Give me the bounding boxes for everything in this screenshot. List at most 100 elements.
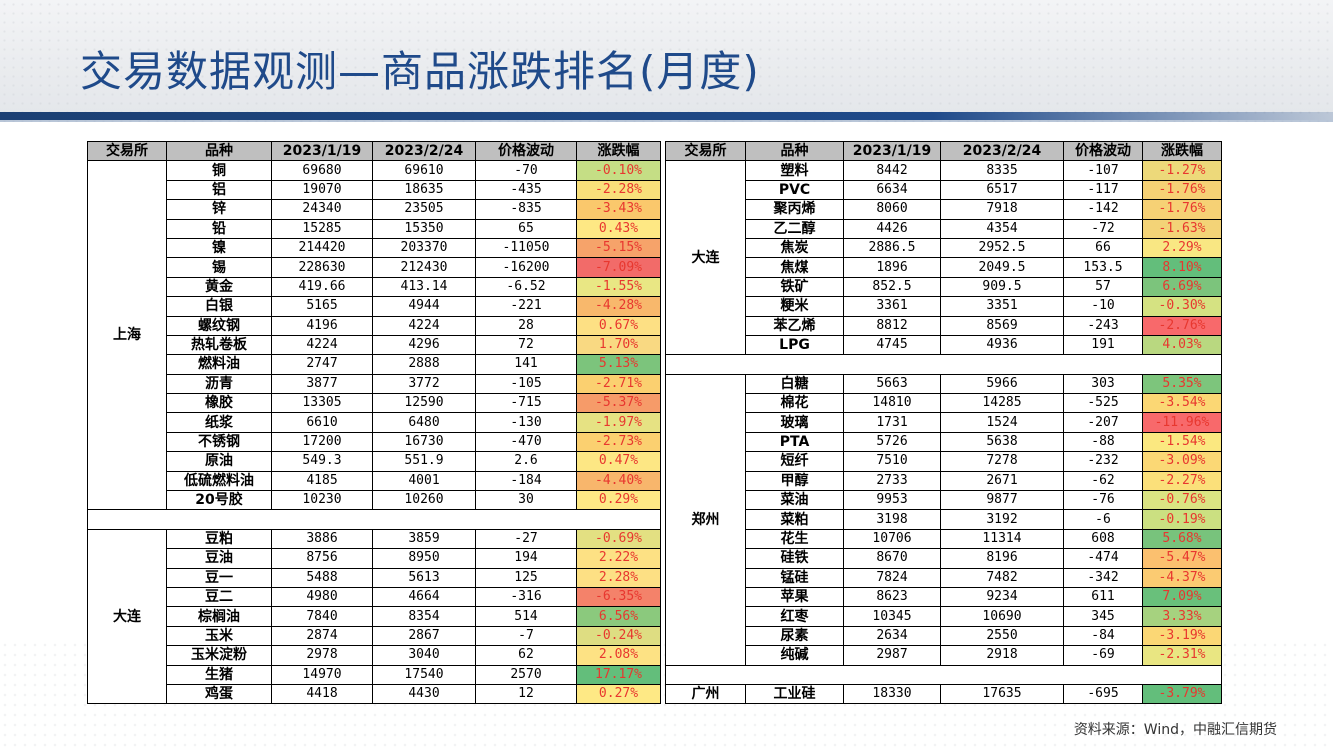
table-row: 乙二醇 4426 4354 -72 -1.63% bbox=[666, 218, 1222, 239]
price-change-cell: 72 bbox=[475, 334, 577, 356]
change-pct-cell: 1.70% bbox=[576, 334, 661, 356]
header-price-change: 价格波动 bbox=[1063, 140, 1143, 162]
price-date1-cell: 2747 bbox=[271, 354, 373, 375]
change-pct-cell: -2.73% bbox=[576, 431, 661, 453]
table-row: 铝 19070 18635 -435 -2.28% bbox=[88, 179, 661, 201]
variety-cell: 铜 bbox=[166, 160, 272, 181]
left-table-body: 上海铜 69680 69610 -70 -0.10% 铝 19070 18635 -435 -2.… bbox=[87, 160, 661, 705]
price-date2-cell: 8196 bbox=[940, 548, 1064, 569]
variety-cell: 玉米淀粉 bbox=[166, 645, 272, 666]
change-pct-cell: 6.69% bbox=[1142, 276, 1222, 298]
price-change-cell: -184 bbox=[475, 470, 577, 492]
change-pct-cell: 2.29% bbox=[1142, 237, 1222, 259]
price-date2-cell: 413.14 bbox=[372, 276, 476, 298]
price-date2-cell: 10690 bbox=[940, 606, 1064, 627]
variety-cell: 生猪 bbox=[166, 664, 272, 685]
header-change-pct: 涨跌幅 bbox=[1142, 140, 1222, 162]
price-date2-cell: 2888 bbox=[372, 354, 476, 375]
header-exchange: 交易所 bbox=[87, 140, 167, 162]
table-row: 纯碱 2987 2918 -69 -2.31% bbox=[666, 645, 1222, 666]
price-date1-cell: 15285 bbox=[271, 218, 373, 239]
change-pct-cell: -1.76% bbox=[1142, 199, 1222, 220]
price-date1-cell: 4745 bbox=[843, 334, 941, 356]
price-date1-cell: 8670 bbox=[843, 548, 941, 569]
price-change-cell: 2570 bbox=[475, 664, 577, 685]
variety-cell: 尿素 bbox=[745, 625, 844, 647]
price-date2-cell: 4354 bbox=[940, 218, 1064, 239]
exchange-cell: 郑州 bbox=[665, 373, 746, 666]
variety-cell: 苹果 bbox=[745, 586, 844, 608]
price-date2-cell: 69610 bbox=[372, 160, 476, 181]
price-date1-cell: 2978 bbox=[271, 645, 373, 666]
price-date1-cell: 4426 bbox=[843, 218, 941, 239]
price-change-cell: 611 bbox=[1063, 586, 1143, 608]
price-date2-cell: 3040 bbox=[372, 645, 476, 666]
price-date2-cell: 203370 bbox=[372, 237, 476, 259]
change-pct-cell: -0.19% bbox=[1142, 509, 1222, 530]
table-row: 菜粕 3198 3192 -6 -0.19% bbox=[666, 509, 1222, 530]
variety-cell: 白银 bbox=[166, 296, 272, 317]
variety-cell: PVC bbox=[745, 179, 844, 201]
change-pct-cell: 2.28% bbox=[576, 567, 661, 588]
variety-cell: 短纤 bbox=[745, 451, 844, 472]
variety-cell: 螺纹钢 bbox=[166, 315, 272, 336]
change-pct-cell: 6.56% bbox=[576, 606, 661, 627]
price-date1-cell: 6610 bbox=[271, 412, 373, 433]
price-date2-cell: 17635 bbox=[940, 683, 1064, 705]
table-row: 棕榈油 7840 8354 514 6.56% bbox=[88, 606, 661, 627]
change-pct-cell: -3.79% bbox=[1142, 683, 1222, 705]
change-pct-cell: -0.76% bbox=[1142, 490, 1222, 511]
variety-cell: 纸浆 bbox=[166, 412, 272, 433]
change-pct-cell: 5.68% bbox=[1142, 528, 1222, 550]
price-change-cell: -70 bbox=[475, 160, 577, 181]
change-pct-cell: -11.96% bbox=[1142, 412, 1222, 433]
header-band-accent bbox=[0, 120, 1333, 122]
change-pct-cell: -3.19% bbox=[1142, 625, 1222, 647]
change-pct-cell: 0.47% bbox=[576, 451, 661, 472]
exchange-cell: 上海 bbox=[87, 160, 167, 511]
table-row: 豆二 4980 4664 -316 -6.35% bbox=[88, 586, 661, 608]
price-date1-cell: 852.5 bbox=[843, 276, 941, 298]
price-date1-cell: 4196 bbox=[271, 315, 373, 336]
variety-cell: 焦炭 bbox=[745, 237, 844, 259]
table-row: 郑州 白糖 5663 5966 303 5.35% bbox=[665, 373, 1222, 666]
price-date1-cell: 1896 bbox=[843, 257, 941, 278]
table-row: 苯乙烯 8812 8569 -243 -2.76% bbox=[666, 315, 1222, 336]
variety-cell: 鸡蛋 bbox=[166, 683, 272, 705]
change-pct-cell: 2.22% bbox=[576, 548, 661, 569]
price-date2-cell: 5613 bbox=[372, 567, 476, 588]
price-date2-cell: 11314 bbox=[940, 528, 1064, 550]
header-background bbox=[0, 0, 1333, 122]
price-date1-cell: 3361 bbox=[843, 296, 941, 317]
table-row: 白银 5165 4944 -221 -4.28% bbox=[88, 296, 661, 317]
price-change-cell: 12 bbox=[475, 683, 577, 705]
price-date2-cell: 3192 bbox=[940, 509, 1064, 530]
variety-cell: PTA bbox=[745, 431, 844, 453]
price-date1-cell: 4224 bbox=[271, 334, 373, 356]
table-row: 甲醇 2733 2671 -62 -2.27% bbox=[666, 470, 1222, 492]
change-pct-cell: -1.55% bbox=[576, 276, 661, 298]
header-price-change: 价格波动 bbox=[475, 140, 577, 162]
variety-cell: 铁矿 bbox=[745, 276, 844, 298]
change-pct-cell: -2.28% bbox=[576, 179, 661, 201]
price-change-cell: 62 bbox=[475, 645, 577, 666]
variety-cell: 燃料油 bbox=[166, 354, 272, 375]
price-change-cell: -27 bbox=[475, 528, 577, 550]
variety-cell: 镍 bbox=[166, 237, 272, 259]
header-change-pct: 涨跌幅 bbox=[576, 140, 661, 162]
price-date2-cell: 6480 bbox=[372, 412, 476, 433]
price-change-cell: -69 bbox=[1063, 645, 1143, 666]
table-row: 生猪 14970 17540 2570 17.17% bbox=[88, 664, 661, 685]
variety-cell: 棉花 bbox=[745, 393, 844, 414]
variety-cell: 低硫燃料油 bbox=[166, 470, 272, 492]
change-pct-cell: -6.35% bbox=[576, 586, 661, 608]
price-change-cell: -232 bbox=[1063, 451, 1143, 472]
variety-cell: 菜油 bbox=[745, 490, 844, 511]
change-pct-cell: -3.09% bbox=[1142, 451, 1222, 472]
price-change-cell: -11050 bbox=[475, 237, 577, 259]
change-pct-cell: 0.67% bbox=[576, 315, 661, 336]
price-date1-cell: 5726 bbox=[843, 431, 941, 453]
price-date1-cell: 10345 bbox=[843, 606, 941, 627]
price-change-cell: -88 bbox=[1063, 431, 1143, 453]
variety-cell: 黄金 bbox=[166, 276, 272, 298]
